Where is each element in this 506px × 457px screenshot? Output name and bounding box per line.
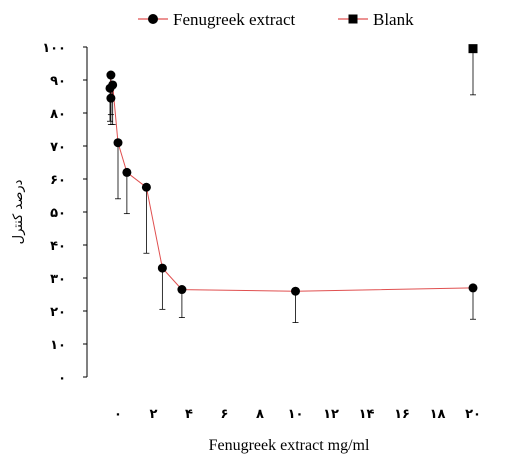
x-tick-label: ۴ bbox=[185, 407, 193, 422]
x-tick-label: ۲۰ bbox=[465, 407, 481, 422]
data-point-fenugreek bbox=[108, 80, 118, 90]
x-tick-label: ۱۰ bbox=[288, 407, 304, 422]
y-tick-label: ۵۰ bbox=[50, 206, 66, 221]
x-ticks: ۰ ۲ ۴ ۶ ۸ ۱۰ ۱۲ ۱۴ ۱۶ ۱۸ ۲۰ bbox=[114, 407, 481, 422]
y-axis-title: درصد کنترل bbox=[11, 179, 26, 244]
y-tick-label: ۹۰ bbox=[50, 74, 66, 89]
y-tick-label: ۰ bbox=[58, 371, 66, 386]
data-point-fenugreek bbox=[122, 167, 132, 177]
legend-fenugreek-label: Fenugreek extract bbox=[173, 10, 296, 29]
x-tick-label: ۱۸ bbox=[430, 407, 446, 422]
data-point-fenugreek bbox=[468, 283, 478, 293]
y-tick-label: ۷۰ bbox=[50, 140, 66, 155]
x-tick-label: ۱۴ bbox=[359, 407, 375, 422]
x-axis-title: Fenugreek extract mg/ml bbox=[209, 437, 370, 454]
legend-fenugreek-marker bbox=[148, 14, 158, 24]
y-tick-label: ۳۰ bbox=[50, 272, 66, 287]
x-tick-label: ۱۶ bbox=[394, 407, 410, 422]
legend-blank-label: Blank bbox=[373, 10, 414, 29]
data-point-fenugreek bbox=[141, 182, 151, 192]
series-line bbox=[109, 75, 474, 292]
data-point-fenugreek bbox=[106, 70, 116, 80]
data-point-fenugreek bbox=[157, 263, 167, 273]
data-point-fenugreek bbox=[291, 286, 300, 296]
y-tick-label: ۸۰ bbox=[50, 107, 66, 122]
legend-blank-marker bbox=[348, 14, 358, 24]
x-tick-label: ۲ bbox=[150, 407, 158, 422]
y-tick-label: ۴۰ bbox=[50, 239, 66, 254]
data-point-blank bbox=[468, 44, 478, 54]
x-tick-label: ۰ bbox=[114, 407, 122, 422]
y-tick-label: ۶۰ bbox=[50, 173, 66, 188]
legend: Fenugreek extract Blank bbox=[138, 10, 414, 29]
data-point-fenugreek bbox=[106, 93, 116, 103]
x-tick-label: ۶ bbox=[221, 407, 229, 422]
y-ticks: ۰ ۱۰ ۲۰ ۳۰ ۴۰ ۵۰ ۶۰ ۷۰ ۸۰ ۹۰ ۱۰۰ bbox=[42, 41, 87, 386]
y-tick-label: ۲۰ bbox=[50, 305, 66, 320]
plot-area bbox=[105, 44, 478, 323]
data-point-fenugreek bbox=[177, 285, 187, 295]
y-tick-label: ۱۰ bbox=[50, 338, 66, 353]
y-tick-label: ۱۰۰ bbox=[42, 41, 66, 56]
data-point-fenugreek bbox=[113, 138, 123, 148]
x-tick-label: ۱۲ bbox=[323, 407, 339, 422]
x-tick-label: ۸ bbox=[256, 407, 264, 422]
